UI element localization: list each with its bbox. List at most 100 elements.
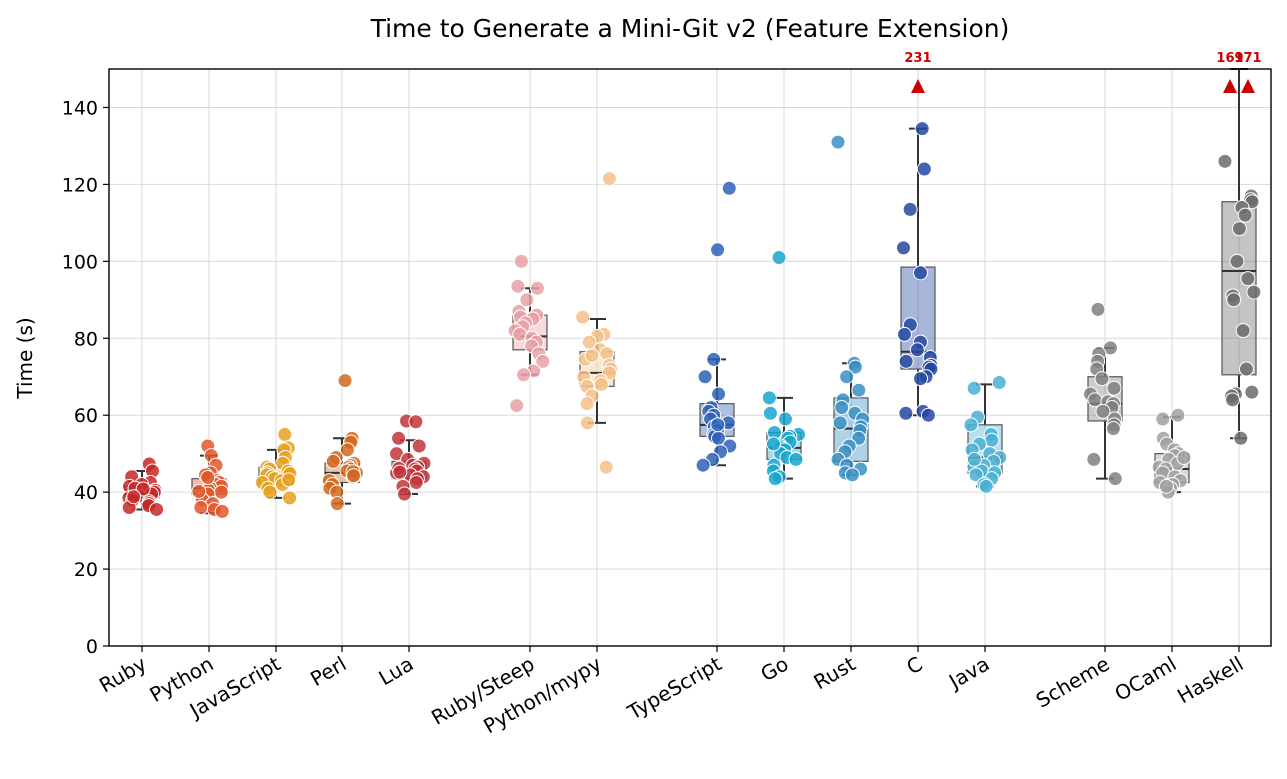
data-point (1226, 292, 1242, 308)
data-point (913, 371, 929, 387)
data-point (963, 417, 979, 433)
data-point (847, 359, 863, 375)
data-point (593, 376, 609, 392)
data-point (991, 375, 1007, 391)
data-point (777, 411, 793, 427)
data-point (1217, 153, 1233, 169)
data-point (1237, 207, 1253, 223)
data-point (213, 484, 229, 500)
data-point (408, 414, 424, 430)
y-tick-label: 100 (62, 251, 98, 273)
data-point (834, 400, 850, 416)
data-point (984, 432, 1000, 448)
data-point (721, 180, 737, 196)
data-point (1229, 253, 1245, 269)
data-point (510, 278, 526, 294)
overflow-marker (1241, 79, 1255, 93)
data-point (1105, 421, 1121, 437)
data-point (282, 490, 298, 506)
y-tick-label: 80 (74, 328, 98, 350)
data-point (575, 309, 591, 325)
overflow-label: 169 (1216, 51, 1243, 66)
data-point (1238, 361, 1254, 377)
data-point (832, 415, 848, 431)
data-point (695, 457, 711, 473)
data-point (516, 367, 532, 383)
data-point (325, 453, 341, 469)
data-point (978, 478, 994, 494)
data-point (1107, 471, 1123, 487)
data-point (535, 353, 551, 369)
overflow-label: 231 (904, 51, 931, 66)
point-layer (121, 121, 1262, 519)
y-tick-label: 60 (74, 405, 98, 427)
overflow-marker (911, 79, 925, 93)
data-point (1106, 380, 1122, 396)
data-point (920, 407, 936, 423)
data-point (966, 451, 982, 467)
data-point (771, 249, 787, 265)
data-point (411, 438, 427, 454)
data-point (1233, 430, 1249, 446)
data-point (339, 442, 355, 458)
data-point (1235, 323, 1251, 339)
data-point (706, 351, 722, 367)
data-point (193, 500, 209, 516)
y-tick-label: 120 (62, 174, 98, 196)
data-point (346, 468, 362, 484)
data-point (1155, 411, 1171, 427)
data-point (839, 369, 855, 385)
data-point (710, 242, 726, 258)
data-point (1170, 407, 1186, 423)
data-point (1158, 478, 1174, 494)
data-point (968, 467, 984, 483)
data-point (851, 382, 867, 398)
data-point (277, 426, 293, 442)
data-point (1086, 451, 1102, 467)
data-point (762, 405, 778, 421)
chart-title: Time to Generate a Mini-Git v2 (Feature … (370, 14, 1010, 43)
data-point (584, 348, 600, 364)
data-point (329, 496, 345, 512)
data-point (214, 503, 230, 519)
data-point (1090, 301, 1106, 317)
data-point (509, 398, 525, 414)
data-point (579, 396, 595, 412)
y-tick-label: 40 (74, 482, 98, 504)
data-point (200, 470, 216, 486)
plot-frame (108, 68, 1272, 647)
data-point (710, 417, 726, 433)
data-point (601, 171, 617, 187)
y-tick-label: 0 (86, 636, 98, 658)
data-point (1094, 371, 1110, 387)
data-point (788, 451, 804, 467)
data-point (1244, 384, 1260, 400)
data-point (1176, 450, 1192, 466)
data-point (1095, 403, 1111, 419)
data-point (391, 430, 407, 446)
data-point (912, 265, 928, 281)
data-point (909, 342, 925, 358)
data-point (898, 353, 914, 369)
overflow-label: 171 (1234, 51, 1261, 66)
data-point (1240, 271, 1256, 287)
data-point (392, 464, 408, 480)
data-point (1225, 392, 1241, 408)
data-point (191, 483, 207, 499)
data-point (149, 501, 165, 517)
data-point (895, 240, 911, 256)
data-point (519, 292, 535, 308)
data-point (281, 472, 297, 488)
data-point (914, 121, 930, 137)
data-point (396, 486, 412, 502)
data-point (898, 405, 914, 421)
data-point (529, 280, 545, 296)
data-point (1246, 284, 1262, 300)
data-point (262, 484, 278, 500)
data-point (916, 161, 932, 177)
y-tick-label: 140 (62, 97, 98, 119)
data-point (766, 436, 782, 452)
data-point (896, 326, 912, 342)
